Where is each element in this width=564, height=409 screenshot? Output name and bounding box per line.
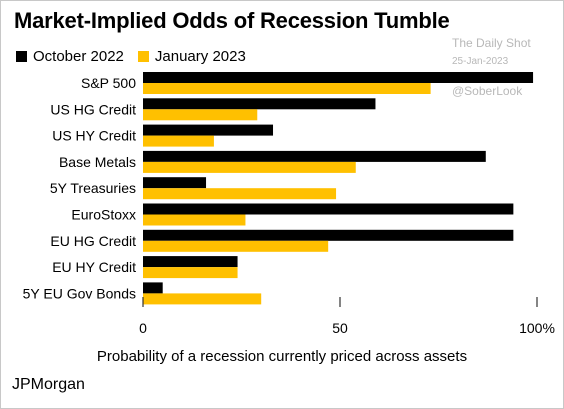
watermark-site: The Daily Shot	[452, 36, 531, 50]
bar-5y-eu-gov-bonds-january-2023	[143, 293, 262, 305]
category-label-eu-hy-credit: EU HY Credit	[52, 259, 136, 275]
category-label-5y-eu-gov-bonds: 5Y EU Gov Bonds	[23, 285, 136, 301]
bar-5y-treasuries-october-2022	[143, 177, 207, 189]
bar-s-p-500-january-2023	[143, 83, 431, 94]
legend-item-january-2023: January 2023	[137, 48, 246, 65]
category-label-base-metals: Base Metals	[59, 154, 136, 170]
bar-us-hg-credit-january-2023	[143, 109, 258, 121]
bar-eu-hy-credit-october-2022	[143, 256, 238, 268]
legend-label-october-2022: October 2022	[33, 48, 124, 65]
legend-item-october-2022: October 2022	[16, 48, 124, 65]
watermark-date: 25-Jan-2023	[452, 56, 509, 67]
category-label-s-p-500: S&P 500	[81, 75, 136, 91]
bar-s-p-500-october-2022	[143, 72, 534, 83]
bar-base-metals-october-2022	[143, 150, 486, 162]
bar-5y-treasuries-january-2023	[143, 188, 337, 200]
bar-eu-hg-credit-january-2023	[143, 240, 329, 252]
chart-title: Market-Implied Odds of Recession Tumble	[14, 8, 450, 33]
bar-base-metals-january-2023	[143, 161, 356, 173]
category-label-5y-treasuries: 5Y Treasuries	[50, 180, 136, 196]
bar-us-hy-credit-january-2023	[143, 135, 214, 147]
legend-label-january-2023: January 2023	[154, 48, 246, 65]
source-label: JPMorgan	[12, 376, 85, 393]
bar-eurostoxx-january-2023	[143, 214, 246, 226]
x-tick-label-0: 0	[139, 320, 147, 336]
bar-eu-hy-credit-january-2023	[143, 267, 238, 279]
category-label-us-hy-credit: US HY Credit	[52, 128, 136, 144]
bar-eurostoxx-october-2022	[143, 203, 514, 215]
watermark-handle: @SoberLook	[452, 84, 523, 98]
category-label-eurostoxx: EuroStoxx	[71, 207, 136, 223]
legend: October 2022 January 2023	[16, 48, 260, 65]
x-tick-label-100: 100%	[519, 320, 555, 336]
bar-us-hg-credit-october-2022	[143, 98, 376, 110]
bar-5y-eu-gov-bonds-october-2022	[143, 282, 163, 294]
x-tick-label-50: 50	[332, 320, 348, 336]
x-axis-title: Probability of a recession currently pri…	[96, 348, 468, 365]
category-label-eu-hg-credit: EU HG Credit	[50, 233, 136, 249]
legend-swatch-january-2023	[137, 51, 149, 62]
category-label-us-hg-credit: US HG Credit	[50, 101, 136, 117]
bar-us-hy-credit-october-2022	[143, 124, 274, 136]
bar-eu-hg-credit-october-2022	[143, 229, 514, 241]
legend-swatch-october-2022	[16, 51, 27, 62]
